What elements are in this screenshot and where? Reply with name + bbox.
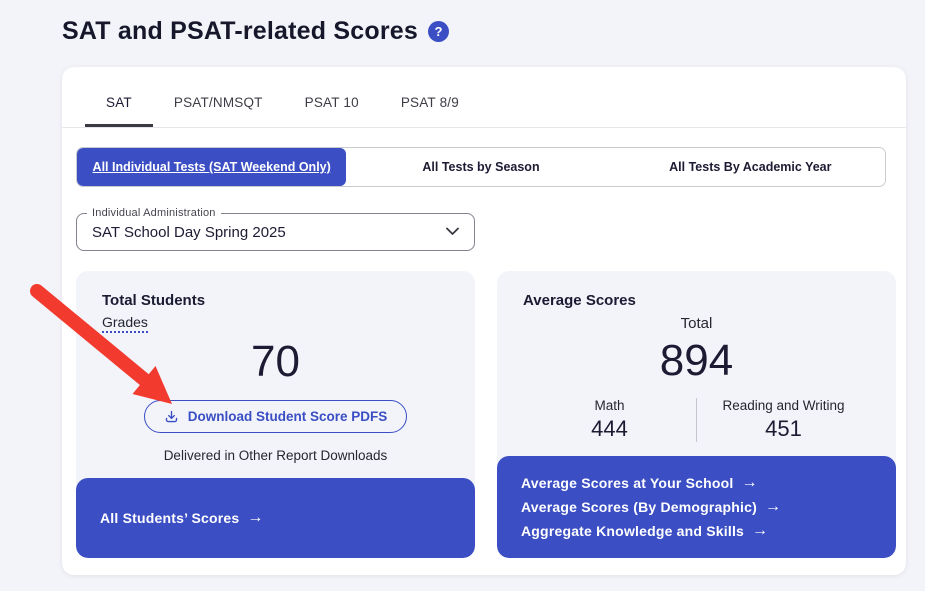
select-value: SAT School Day Spring 2025 — [92, 223, 286, 241]
page-title: SAT and PSAT-related Scores — [62, 17, 418, 45]
all-students-scores-link[interactable]: All Students’ Scores → — [100, 509, 264, 527]
scores-card: SAT PSAT/NMSQT PSAT 10 PSAT 8/9 All Indi… — [62, 67, 906, 575]
download-student-score-pdfs-button[interactable]: Download Student Score PDFS — [143, 400, 408, 433]
toggle-all-tests-by-season[interactable]: All Tests by Season — [346, 148, 616, 186]
total-students-footer: All Students’ Scores → — [76, 478, 475, 558]
tab-sat[interactable]: SAT — [85, 81, 153, 127]
select-label: Individual Administration — [87, 207, 221, 219]
tab-psat-nmsqt[interactable]: PSAT/NMSQT — [173, 95, 263, 110]
arrow-right-icon: → — [764, 498, 782, 515]
arrow-right-icon: → — [741, 474, 758, 491]
toggle-all-tests-by-academic-year[interactable]: All Tests By Academic Year — [615, 148, 885, 186]
average-total-score: 894 — [659, 336, 734, 385]
test-tabs: SAT PSAT/NMSQT PSAT 10 PSAT 8/9 — [62, 67, 906, 128]
download-button-label: Download Student Score PDFS — [187, 409, 388, 424]
tab-psat-10[interactable]: PSAT 10 — [304, 95, 359, 110]
individual-administration-select[interactable]: Individual Administration SAT School Day… — [76, 207, 475, 251]
total-students-count: 70 — [251, 337, 300, 386]
toggle-all-individual-tests[interactable]: All Individual Tests (SAT Weekend Only) — [77, 148, 347, 186]
reading-writing-score: Reading and Writing 451 — [696, 398, 870, 442]
summary-panels: Total Students Grades 70 Download Studen… — [76, 271, 896, 558]
average-scores-at-your-school-link[interactable]: Average Scores at Your School → — [521, 474, 758, 492]
section-scores: Math 444 Reading and Writing 451 — [523, 398, 870, 442]
help-icon[interactable]: ? — [427, 21, 449, 42]
average-scores-by-demographic-link[interactable]: Average Scores (By Demographic) → — [521, 498, 782, 516]
page-header: SAT and PSAT-related Scores ? — [62, 17, 449, 46]
average-scores-footer: Average Scores at Your School → Average … — [497, 456, 896, 558]
arrow-right-icon: → — [752, 522, 769, 539]
view-toggle: All Individual Tests (SAT Weekend Only) … — [76, 147, 886, 187]
delivery-note: Delivered in Other Report Downloads — [163, 448, 388, 463]
average-scores-panel: Average Scores Total 894 Math 444 Readin… — [497, 271, 896, 558]
tab-psat-8-9[interactable]: PSAT 8/9 — [400, 95, 459, 110]
total-label: Total — [680, 315, 713, 332]
arrow-right-icon: → — [247, 509, 264, 526]
aggregate-knowledge-and-skills-link[interactable]: Aggregate Knowledge and Skills → — [521, 522, 769, 540]
download-icon — [165, 410, 177, 423]
total-students-title: Total Students — [102, 292, 206, 309]
total-students-panel: Total Students Grades 70 Download Studen… — [76, 271, 475, 558]
chevron-down-icon — [446, 227, 459, 235]
math-score: Math 444 — [591, 398, 628, 441]
grades-link[interactable]: Grades — [102, 314, 148, 333]
average-scores-title: Average Scores — [523, 292, 636, 309]
